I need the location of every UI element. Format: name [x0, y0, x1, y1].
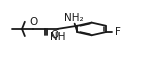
Text: O: O — [50, 30, 59, 40]
Text: NH: NH — [50, 32, 65, 42]
Text: NH₂: NH₂ — [64, 13, 84, 23]
Text: F: F — [115, 27, 121, 37]
Text: O: O — [29, 17, 37, 27]
